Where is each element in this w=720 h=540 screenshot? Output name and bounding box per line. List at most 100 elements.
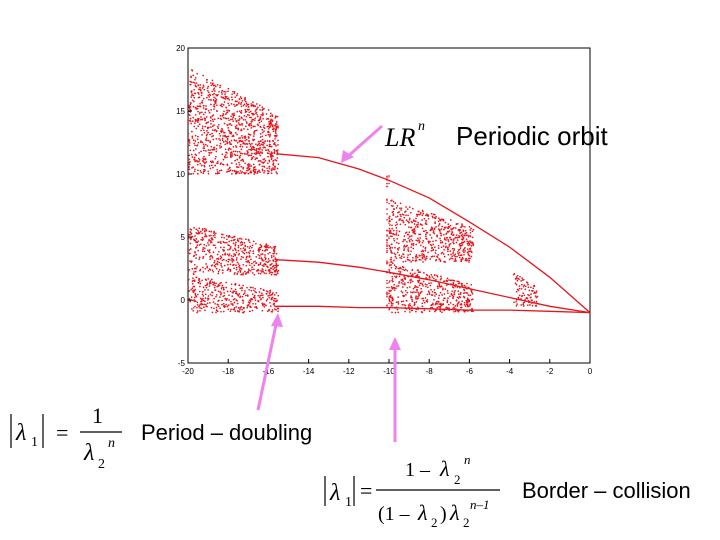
data-point <box>201 99 204 102</box>
data-point <box>238 172 241 175</box>
data-point <box>198 93 200 95</box>
data-point <box>258 163 261 166</box>
data-point <box>223 97 225 100</box>
data-point <box>273 250 276 253</box>
data-point <box>416 225 419 228</box>
data-point <box>262 259 265 262</box>
data-point <box>200 300 202 303</box>
data-point <box>266 125 269 128</box>
data-point <box>189 103 192 106</box>
data-point <box>221 284 224 287</box>
data-point <box>246 295 249 297</box>
data-point <box>273 273 276 276</box>
data-point <box>195 82 198 85</box>
data-point <box>267 162 269 165</box>
data-point <box>412 287 415 290</box>
data-point <box>244 108 247 111</box>
data-point <box>524 285 527 288</box>
data-point <box>391 252 393 254</box>
data-point <box>461 223 463 225</box>
data-point <box>235 120 238 122</box>
data-point <box>275 262 278 265</box>
periodic-branch <box>276 305 591 314</box>
data-point <box>394 267 397 270</box>
data-point <box>434 295 436 297</box>
data-point <box>259 125 262 128</box>
data-point <box>205 116 208 118</box>
data-point <box>252 250 255 252</box>
data-point <box>195 228 198 231</box>
data-point <box>252 252 255 255</box>
data-point <box>417 221 419 224</box>
data-point <box>469 240 471 242</box>
data-point <box>442 219 445 222</box>
data-point <box>462 309 465 312</box>
data-point <box>245 256 248 258</box>
data-point <box>196 172 199 175</box>
data-point <box>393 264 396 266</box>
data-point <box>386 291 388 294</box>
data-point <box>198 88 200 91</box>
data-point <box>219 255 222 258</box>
data-point <box>242 142 245 144</box>
data-point <box>274 138 276 140</box>
data-point <box>193 280 196 283</box>
data-point <box>404 307 407 309</box>
data-point <box>192 309 195 312</box>
data-point <box>405 300 408 302</box>
data-point <box>236 133 238 136</box>
data-point <box>421 254 423 257</box>
data-point <box>266 140 269 142</box>
data-point <box>238 284 241 286</box>
data-point <box>194 239 197 242</box>
data-point <box>530 302 533 304</box>
data-point <box>416 240 419 242</box>
data-point <box>226 263 229 266</box>
data-point <box>399 271 402 273</box>
data-point <box>192 277 194 279</box>
data-point <box>447 253 450 256</box>
data-point <box>257 150 260 153</box>
data-point <box>410 296 413 299</box>
data-point <box>190 238 192 241</box>
data-point <box>189 83 192 86</box>
data-point <box>266 265 268 268</box>
data-point <box>471 298 474 301</box>
data-point <box>393 259 395 262</box>
data-point <box>227 236 230 238</box>
data-point <box>261 128 264 131</box>
data-point <box>226 138 229 141</box>
data-point <box>232 90 234 93</box>
data-point <box>240 135 243 137</box>
data-point <box>246 245 249 248</box>
data-point <box>390 204 393 207</box>
data-point <box>220 118 223 121</box>
data-point <box>214 236 216 239</box>
data-point <box>196 241 199 244</box>
data-point <box>194 288 197 291</box>
data-point <box>234 150 237 153</box>
data-point <box>400 209 402 211</box>
data-point <box>266 298 269 301</box>
data-point <box>220 310 222 313</box>
data-point <box>209 241 212 244</box>
data-point <box>452 307 454 310</box>
data-point <box>515 283 518 286</box>
data-point <box>246 108 249 111</box>
data-point <box>250 147 253 149</box>
data-point <box>411 291 414 294</box>
data-point <box>195 253 198 256</box>
data-point <box>438 294 441 297</box>
data-point <box>195 148 197 150</box>
data-point <box>467 241 470 244</box>
data-point <box>204 297 207 299</box>
data-point <box>417 237 419 240</box>
data-point <box>213 124 215 126</box>
data-point <box>463 253 465 256</box>
data-point <box>257 106 259 109</box>
data-point <box>403 275 406 278</box>
data-point <box>202 74 205 77</box>
data-point <box>203 158 206 160</box>
data-point <box>272 260 275 262</box>
data-point <box>233 239 235 241</box>
